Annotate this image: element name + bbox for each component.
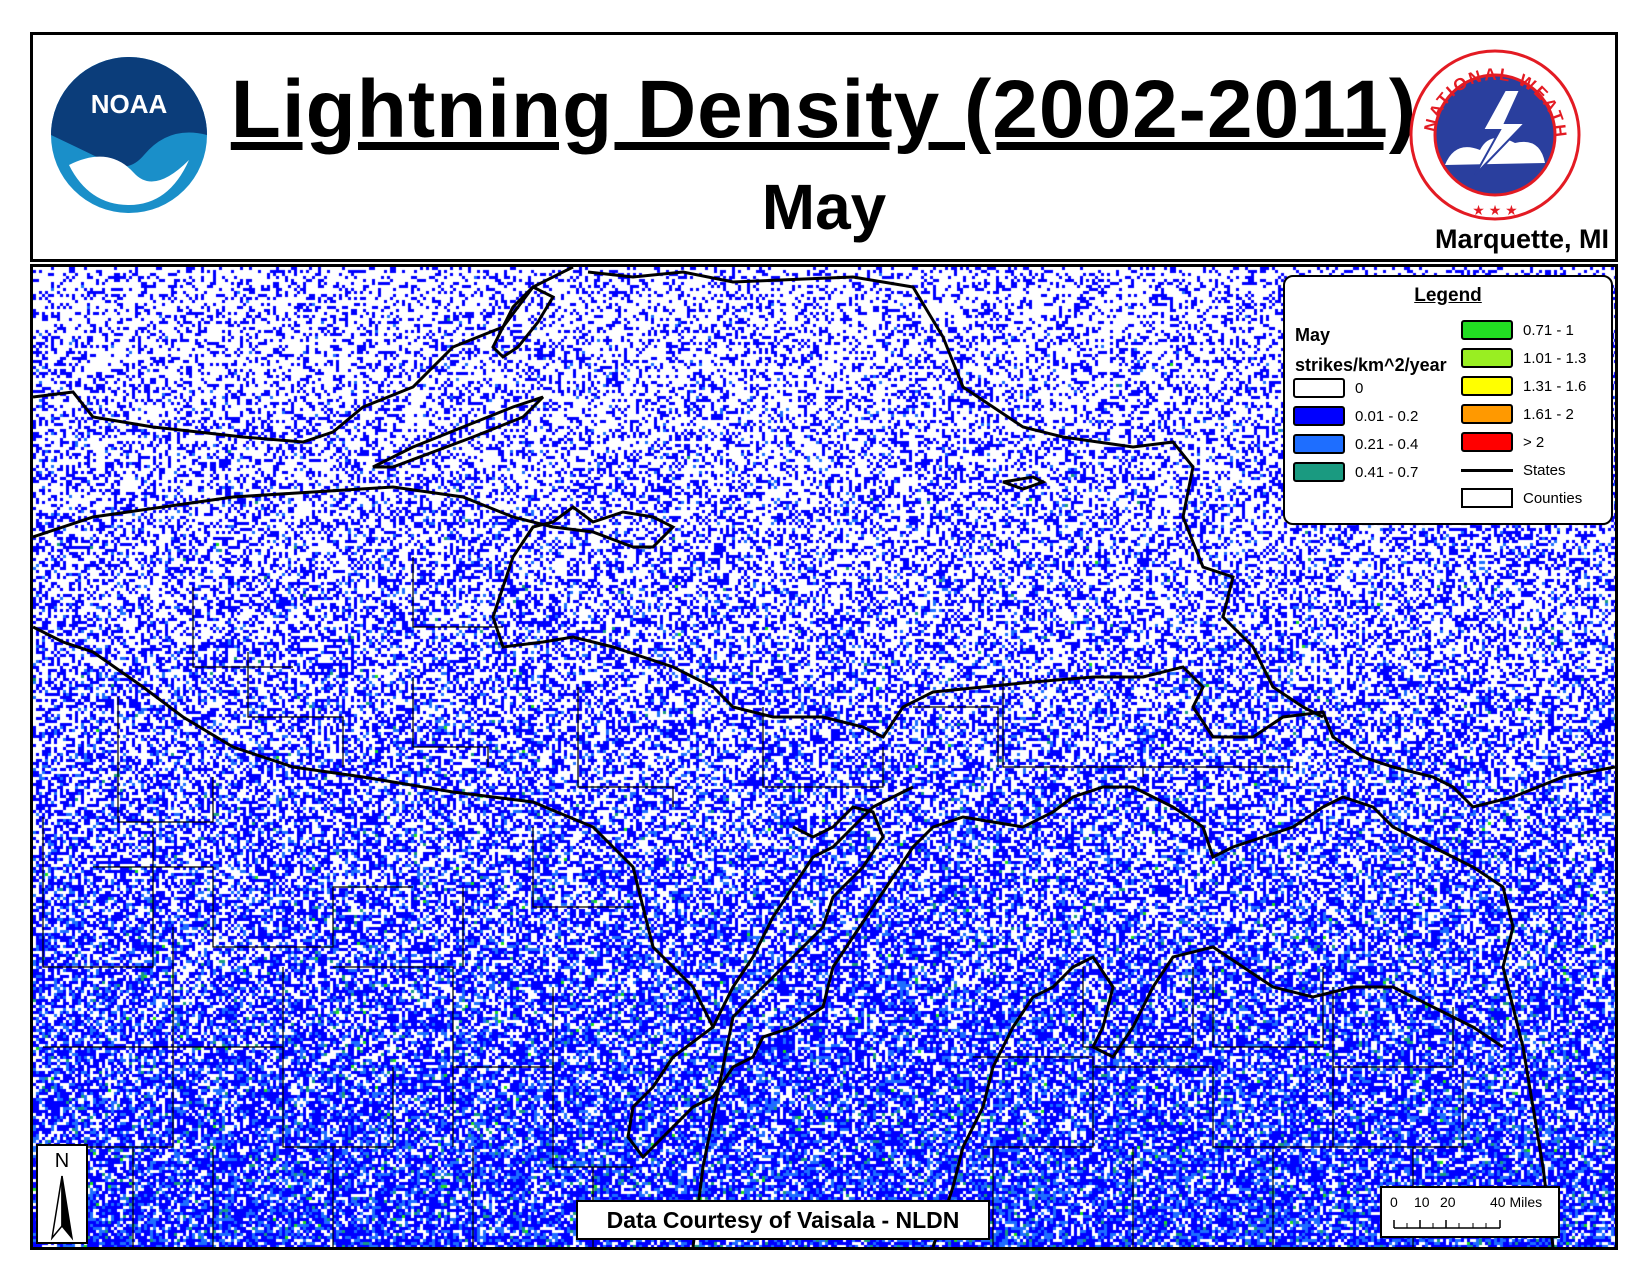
scale-tick-label: 10 — [1414, 1194, 1430, 1210]
legend-swatch — [1293, 406, 1345, 426]
legend-class-label: 0.71 - 1 — [1523, 321, 1574, 339]
scale-tick-label: 20 — [1440, 1194, 1456, 1210]
legend-class: 0.41 - 0.7 — [1293, 461, 1418, 483]
legend-month: May — [1295, 325, 1331, 345]
legend-class: 0 — [1293, 377, 1363, 399]
legend-class-label: 0.21 - 0.4 — [1355, 435, 1419, 453]
lake-outline — [491, 285, 556, 359]
legend-counties-label: Counties — [1523, 489, 1583, 507]
legend-counties: Counties — [1461, 487, 1582, 509]
lake-outline — [1002, 475, 1047, 491]
legend-title: Legend — [1414, 285, 1482, 306]
legend-swatch — [1461, 348, 1513, 368]
north-label: N — [54, 1150, 70, 1172]
state-boundary-line — [691, 785, 914, 1247]
state-boundary-line — [33, 625, 1555, 1247]
island-outline — [372, 395, 545, 469]
legend-class-label: 0.01 - 0.2 — [1355, 407, 1419, 425]
scale-bar: 0 10 20 40 Miles — [1380, 1186, 1560, 1238]
scale-tick-label: 0 — [1390, 1194, 1398, 1210]
legend-class: > 2 — [1461, 431, 1544, 453]
legend-class: 0.71 - 1 — [1461, 319, 1574, 341]
legend-class: 0.01 - 0.2 — [1293, 405, 1418, 427]
north-arrow: N — [36, 1144, 88, 1244]
legend-swatch — [1461, 320, 1513, 340]
legend-state-line-icon — [1461, 468, 1513, 472]
noaa-logo-text: NOAA — [91, 89, 168, 119]
boundary-lines — [33, 267, 1615, 1247]
legend-swatch — [1293, 378, 1345, 398]
legend-class: 1.61 - 2 — [1461, 403, 1574, 425]
legend-county-box-icon — [1461, 488, 1513, 508]
map-header: NOAA Lightning Density (2002-2011) May N… — [30, 32, 1618, 262]
scale-tick-label: 40 Miles — [1490, 1194, 1543, 1210]
legend-class-label: 0.41 - 0.7 — [1355, 463, 1419, 481]
legend-class: 1.01 - 1.3 — [1461, 347, 1586, 369]
office-label: Marquette, MI — [1434, 224, 1609, 254]
legend-swatch — [1293, 434, 1345, 454]
legend-swatch — [1293, 462, 1345, 482]
north-arrow-icon — [50, 1175, 74, 1241]
data-credit: Data Courtesy of Vaisala - NLDN — [576, 1200, 990, 1240]
state-boundary-line — [931, 945, 1504, 1247]
legend-swatch — [1461, 432, 1513, 452]
legend-class: 0.21 - 0.4 — [1293, 433, 1418, 455]
nws-logo-icon: NATIONAL WEATHER SERVICE ★ ★ ★ — [1405, 45, 1581, 221]
county-lines — [42, 557, 1464, 1247]
legend-class-label: 1.61 - 2 — [1523, 405, 1574, 423]
legend-units: strikes/km^2/year — [1295, 355, 1447, 375]
noaa-logo-icon: NOAA — [51, 57, 207, 213]
scale-bar-icon — [1393, 1220, 1501, 1229]
legend-class-label: 0 — [1355, 379, 1364, 397]
map-legend: Legend May strikes/km^2/year 0 0.01 - 0.… — [1283, 275, 1613, 525]
legend-class-label: 1.31 - 1.6 — [1523, 377, 1587, 395]
legend-class-label: > 2 — [1523, 433, 1545, 451]
state-boundary-line — [33, 267, 1324, 719]
lightning-density-map: Legend May strikes/km^2/year 0 0.01 - 0.… — [30, 264, 1618, 1250]
page-title: Lightning Density (2002-2011) — [230, 64, 1418, 155]
legend-class-label: 1.01 - 1.3 — [1523, 349, 1587, 367]
legend-swatch — [1461, 404, 1513, 424]
legend-states: States — [1461, 459, 1566, 481]
state-boundary-line — [33, 485, 1615, 809]
svg-text:★ ★ ★: ★ ★ ★ — [1472, 202, 1517, 218]
page-subtitle: May — [761, 171, 887, 243]
legend-class: 1.31 - 1.6 — [1461, 375, 1586, 397]
legend-states-label: States — [1523, 461, 1566, 479]
legend-swatch — [1461, 376, 1513, 396]
